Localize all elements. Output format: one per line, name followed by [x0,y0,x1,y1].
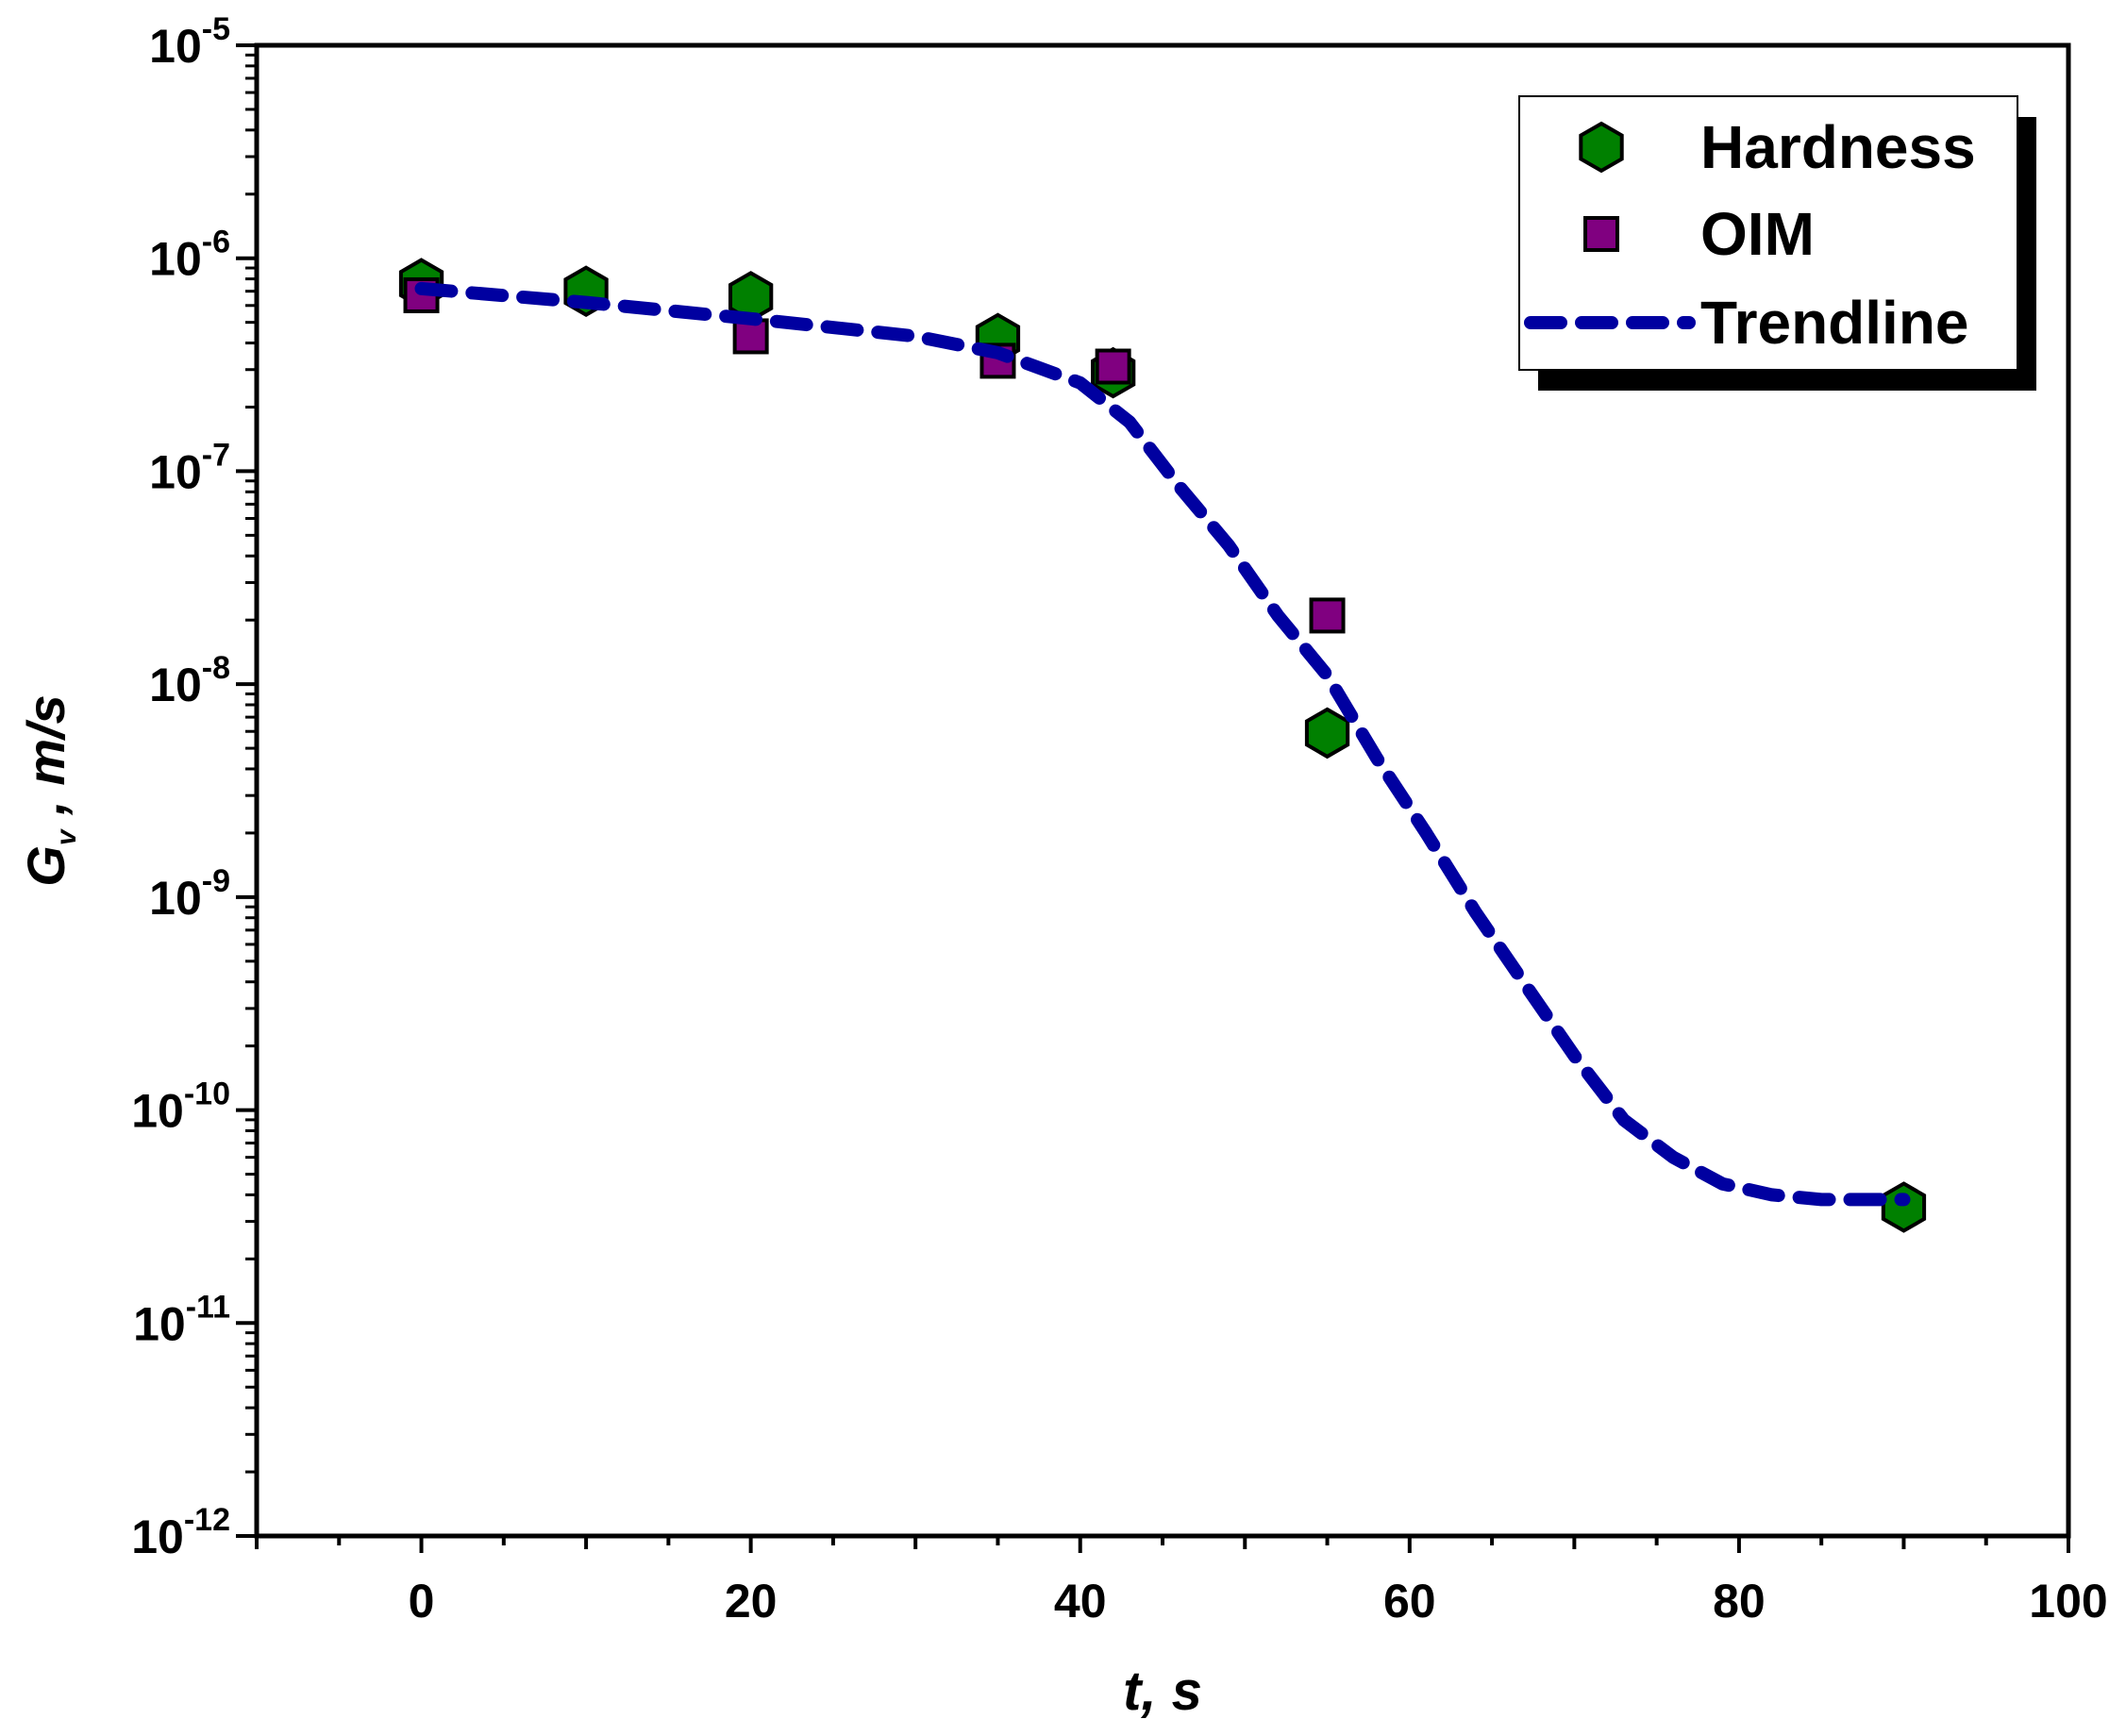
legend-oim-marker [1583,216,1619,252]
legend-hardness-marker [1579,121,1624,174]
legend-label: Hardness [1700,113,1976,181]
trendline-series [414,281,1911,1207]
y-tick-exponent: -10 [184,1077,230,1112]
x-tick-label: 0 [409,1575,435,1628]
x-tick-label: 60 [1383,1575,1436,1628]
y-tick-exponent: -9 [202,863,230,899]
legend: Hardness OIM Trendline [1518,95,2036,391]
y-tick-exponent: -11 [186,1289,230,1325]
y-tick-label: 10-11 [133,1289,230,1350]
y-tick-label: 10-7 [149,437,230,498]
y-tick-exponent: -6 [202,225,230,260]
hardness-point [1304,707,1350,760]
oim-point [1309,597,1346,634]
y-tick-label: 10-12 [131,1502,230,1563]
y-tick-base: 10 [133,1297,186,1350]
y-tick-exponent: -12 [184,1502,230,1538]
x-tick-label: 20 [725,1575,778,1628]
y-tick-label: 10-9 [149,863,230,925]
y-axis-title: Gv , m/s [16,694,82,886]
y-tick-base: 10 [149,233,202,286]
hardness-point [1881,1181,1927,1233]
y-tick-base: 10 [149,659,202,711]
y-tick-exponent: -7 [202,437,230,473]
x-axis-title: t, s [1123,1661,1202,1722]
plot-frame [254,42,2071,1539]
y-tick-label: 10-8 [149,650,230,711]
x-tick-label: 80 [1713,1575,1766,1628]
y-tick-base: 10 [149,445,202,498]
y-tick-base: 10 [149,20,202,73]
x-tick-label: 100 [2029,1575,2107,1628]
x-tick-label: 40 [1054,1575,1107,1628]
y-tick-exponent: -5 [202,11,230,47]
y-axis-title-main: G [16,845,75,887]
x-axis: 0 20 40 60 80 100 [255,1536,2108,1628]
y-axis-title-subscript: v [51,827,82,845]
y-tick-label: 10-10 [131,1077,230,1138]
y-tick-base: 10 [131,1085,184,1138]
y-tick-label: 10-6 [149,225,230,286]
legend-label: Trendline [1700,289,1969,357]
y-tick-base: 10 [149,872,202,925]
legend-label: OIM [1700,200,1815,268]
plot-area [398,258,1927,1233]
oim-point [732,318,769,355]
y-axis-title-rest: , m/s [16,694,75,829]
y-tick-base: 10 [131,1511,184,1563]
y-tick-exponent: -8 [202,650,230,686]
y-tick-label: 10-5 [149,11,230,73]
oim-point [1095,348,1131,385]
